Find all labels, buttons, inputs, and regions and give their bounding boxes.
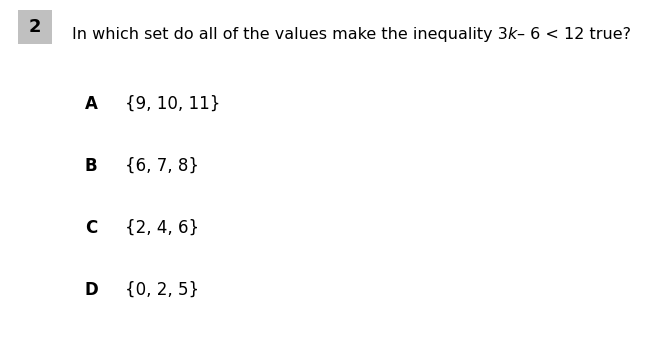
Text: A: A xyxy=(85,95,98,113)
Text: In which set do all of the values make the inequality 3: In which set do all of the values make t… xyxy=(72,27,508,42)
Text: {9, 10, 11}: {9, 10, 11} xyxy=(125,95,220,113)
Text: k: k xyxy=(508,27,517,42)
FancyBboxPatch shape xyxy=(18,10,52,44)
Text: {6, 7, 8}: {6, 7, 8} xyxy=(125,157,199,175)
Text: {0, 2, 5}: {0, 2, 5} xyxy=(125,281,199,299)
Text: B: B xyxy=(85,157,98,175)
Text: – 6 < 12 true?: – 6 < 12 true? xyxy=(517,27,631,42)
Text: {2, 4, 6}: {2, 4, 6} xyxy=(125,219,199,237)
Text: 2: 2 xyxy=(29,18,41,36)
Text: C: C xyxy=(85,219,98,237)
Text: D: D xyxy=(85,281,99,299)
